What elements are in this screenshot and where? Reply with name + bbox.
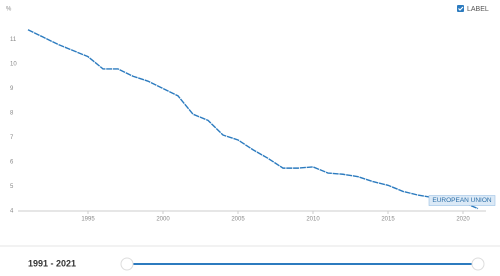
y-tick-label: 7 [10,135,14,141]
x-tick-label: 2000 [156,217,170,223]
x-tick-label: 2010 [306,217,320,223]
y-tick-label: 10 [10,62,17,68]
series-label-box [428,195,496,206]
legend-checkbox[interactable] [457,5,464,12]
y-tick-label: 9 [10,86,14,92]
y-tick-label: 11 [10,37,17,43]
y-axis-label: % [6,7,12,13]
slider-handle[interactable] [471,257,485,271]
range-label: 1991 - 2021 [28,258,76,268]
series-line [27,29,479,210]
x-tick-label: 2015 [381,217,395,223]
slider-handle[interactable] [120,257,134,271]
y-tick-label: 5 [10,184,14,190]
x-tick-label: 1995 [81,217,95,223]
check-icon [458,6,464,11]
series-label: EUROPEAN UNION [432,197,492,204]
y-tick-label: 4 [10,209,14,215]
y-tick-label: 8 [10,111,14,117]
x-tick-label: 2020 [456,217,470,223]
y-tick-label: 6 [10,160,14,166]
legend-label[interactable]: LABEL [467,6,489,13]
x-tick-label: 2005 [231,217,245,223]
